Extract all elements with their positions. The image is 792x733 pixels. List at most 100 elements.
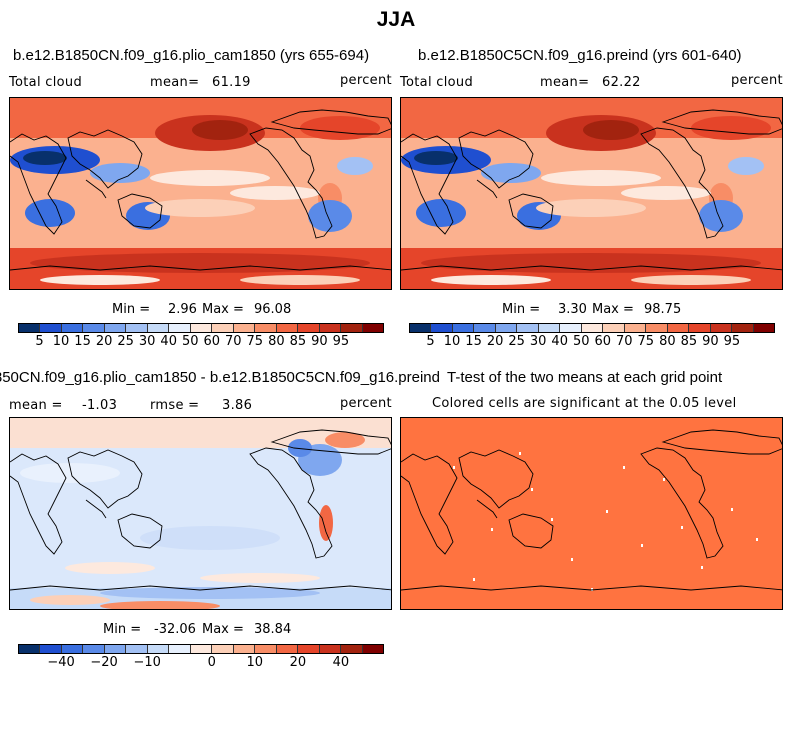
- panel2-colorbar-swatch: [667, 324, 690, 332]
- panel1-mean-label: mean=: [150, 75, 200, 90]
- panel3-colorbar: [18, 644, 384, 654]
- panel1-colorbar-swatch: [19, 324, 41, 332]
- panel4-subtitle: Colored cells are significant at the 0.0…: [432, 396, 737, 411]
- panel2-colorbar-tick-label: 80: [659, 334, 676, 349]
- panel2-colorbar-tick-label: 25: [508, 334, 525, 349]
- panel1-colorbar-swatch: [276, 324, 299, 332]
- panel2-colorbar-swatch: [517, 324, 539, 332]
- panel1-colorbar-tick-label: 50: [181, 334, 199, 349]
- panel3-title: b.e12.B1850CN.f09_g16.plio_cam1850 - b.e…: [0, 369, 440, 386]
- panel2-colorbar-swatch: [603, 324, 625, 332]
- panel2-colorbar-ticks: 5 10 15 20 25 30 40 50 60 70 75 80 85 90 95: [409, 334, 775, 350]
- panel4-map: [400, 417, 783, 610]
- panel2-colorbar-tick-label: 10: [443, 334, 461, 349]
- panel3-max-label: Max =: [202, 622, 244, 637]
- panel3-colorbar-tick-label: 10: [246, 655, 264, 670]
- panel2-colorbar-tick-label: 5: [426, 334, 435, 349]
- panel2-colorbar-swatch: [474, 324, 496, 332]
- panel2-min-value: 3.30: [558, 302, 587, 317]
- panel1-colorbar: [18, 323, 384, 333]
- panel1-colorbar-swatch: [169, 324, 191, 332]
- panel1-colorbar-swatch: [190, 324, 213, 332]
- panel2-colorbar-tick-label: 95: [723, 334, 741, 349]
- panel2-colorbar-swatch: [538, 324, 561, 332]
- panel2-units: percent: [731, 73, 783, 88]
- panel3-colorbar-swatch: [341, 645, 363, 653]
- panel3-colorbar-tick-label: −10: [133, 655, 161, 670]
- panel2-colorbar-tick-label: 30: [529, 334, 547, 349]
- panel1-colorbar-swatch: [341, 324, 363, 332]
- panel2-colorbar-swatch: [689, 324, 711, 332]
- panel2-variable: Total cloud: [400, 75, 473, 90]
- panel2-colorbar-swatch: [732, 324, 754, 332]
- panel1-colorbar-swatch: [147, 324, 170, 332]
- panel1-colorbar-tick-label: 5: [35, 334, 44, 349]
- panel1-colorbar-swatch: [298, 324, 320, 332]
- panel3-max-value: 38.84: [254, 622, 292, 637]
- panel2-colorbar-tick-label: 70: [616, 334, 633, 349]
- panel2-colorbar-tick-label: 40: [551, 334, 568, 349]
- panel3-colorbar-swatch: [126, 645, 148, 653]
- panel2-field: [401, 98, 782, 289]
- panel2-colorbar-swatch: [753, 324, 774, 332]
- panel3-colorbar-ticks: −40 −20 −10 0 10 20 40: [18, 655, 384, 671]
- panel1-units: percent: [340, 73, 392, 88]
- panel1-colorbar-tick-label: 85: [289, 334, 307, 349]
- panel2-colorbar-swatch: [710, 324, 733, 332]
- panel2-min-label: Min =: [502, 302, 541, 317]
- panel3-colorbar-swatch: [298, 645, 320, 653]
- panel2-colorbar-tick-label: 75: [637, 334, 655, 349]
- panel2-colorbar-tick-label: 20: [486, 334, 504, 349]
- panel3-map: [9, 417, 392, 610]
- panel1-colorbar-swatch: [233, 324, 256, 332]
- panel1-colorbar-swatch: [40, 324, 62, 332]
- panel1-colorbar-tick-label: 95: [332, 334, 350, 349]
- panel1-colorbar-ticks: 5 10 15 20 25 30 40 50 60 70 75 80 85 90 95: [18, 334, 384, 350]
- panel2-colorbar-swatch: [431, 324, 453, 332]
- panel3-colorbar-swatch: [319, 645, 342, 653]
- panel1-colorbar-swatch: [126, 324, 148, 332]
- panel1-map: [9, 97, 392, 290]
- panel1-colorbar-swatch: [212, 324, 234, 332]
- panel1-title: b.e12.B1850CN.f09_g16.plio_cam1850 (yrs …: [13, 47, 370, 64]
- panel2-colorbar-swatch: [560, 324, 582, 332]
- panel3-colorbar-tick-label: 40: [332, 655, 350, 670]
- panel3-min-label: Min =: [103, 622, 142, 637]
- panel4-field: [401, 418, 782, 609]
- panel3-colorbar-swatch: [276, 645, 299, 653]
- panel3-colorbar-swatch: [147, 645, 170, 653]
- panel2-colorbar-swatch: [624, 324, 647, 332]
- panel3-colorbar-tick-label: 0: [207, 655, 216, 670]
- panel2-mean-label: mean=: [540, 75, 590, 90]
- panel3-colorbar-swatch: [61, 645, 84, 653]
- panel1-field: [10, 98, 391, 289]
- panel1-colorbar-swatch: [61, 324, 84, 332]
- panel1-colorbar-tick-label: 10: [52, 334, 70, 349]
- panel3-colorbar-swatch: [169, 645, 191, 653]
- panel2-colorbar-swatch: [581, 324, 604, 332]
- panel1-colorbar-swatch: [83, 324, 105, 332]
- panel3-colorbar-tick-label: 20: [289, 655, 307, 670]
- panel1-mean-value: 61.19: [212, 75, 251, 90]
- panel1-colorbar-swatch: [319, 324, 342, 332]
- panel1-colorbar-swatch: [362, 324, 383, 332]
- panel2-colorbar-swatch: [452, 324, 475, 332]
- panel2-mean-value: 62.22: [602, 75, 641, 90]
- panel1-colorbar-tick-label: 15: [74, 334, 91, 349]
- panel2-colorbar-tick-label: 90: [702, 334, 719, 349]
- panel3-colorbar-swatch: [19, 645, 41, 653]
- panel3-colorbar-tick-label: −40: [47, 655, 75, 670]
- panel2-map: [400, 97, 783, 290]
- panel3-colorbar-swatch: [255, 645, 277, 653]
- panel1-colorbar-tick-label: 75: [246, 334, 264, 349]
- panel1-colorbar-swatch: [104, 324, 127, 332]
- panel2-colorbar: [409, 323, 775, 333]
- panel2-colorbar-swatch: [646, 324, 668, 332]
- panel3-colorbar-tick-label: −20: [90, 655, 118, 670]
- panel2-colorbar-tick-label: 15: [465, 334, 482, 349]
- panel2-colorbar-tick-label: 60: [594, 334, 612, 349]
- panel3-rmse-value: 3.86: [222, 398, 253, 413]
- panel3-mean-label: mean =: [9, 398, 63, 413]
- panel3-colorbar-swatch: [83, 645, 105, 653]
- panel1-min-value: 2.96: [168, 302, 197, 317]
